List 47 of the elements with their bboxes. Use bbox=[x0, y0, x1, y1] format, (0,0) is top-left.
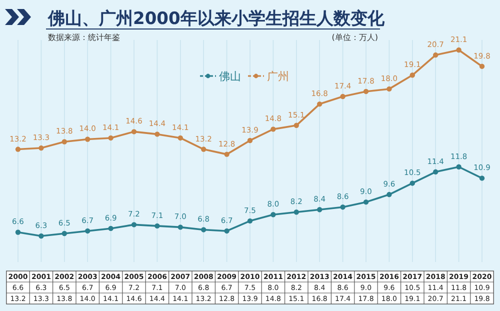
point bbox=[340, 94, 346, 100]
point bbox=[178, 135, 183, 141]
point bbox=[456, 47, 462, 53]
point bbox=[108, 135, 114, 141]
point bbox=[224, 152, 230, 157]
point bbox=[108, 226, 114, 232]
point bbox=[317, 207, 322, 212]
point bbox=[38, 145, 44, 151]
point bbox=[386, 86, 392, 92]
point bbox=[363, 199, 369, 205]
point bbox=[131, 129, 137, 134]
point bbox=[410, 180, 415, 186]
chart-title: 佛山、广州2000年以来小学生招生人数变化 bbox=[47, 9, 386, 29]
point bbox=[317, 101, 322, 107]
source-note: 数据来源：统计年鉴 bbox=[48, 33, 120, 42]
point bbox=[15, 146, 21, 152]
point bbox=[178, 224, 183, 230]
point bbox=[154, 132, 160, 137]
point bbox=[201, 227, 206, 232]
point bbox=[270, 212, 276, 218]
point bbox=[340, 204, 346, 210]
point bbox=[363, 88, 369, 94]
point bbox=[85, 228, 90, 234]
point bbox=[131, 222, 137, 228]
point bbox=[456, 164, 462, 170]
point bbox=[247, 218, 253, 224]
point bbox=[154, 223, 160, 229]
point bbox=[433, 169, 438, 175]
point bbox=[224, 228, 230, 234]
point bbox=[294, 210, 299, 215]
point bbox=[247, 138, 253, 144]
point bbox=[479, 64, 485, 69]
text: (单位：万人) bbox=[332, 33, 378, 42]
point bbox=[479, 176, 485, 181]
point bbox=[294, 122, 299, 128]
point bbox=[410, 72, 415, 78]
point bbox=[62, 230, 67, 236]
point bbox=[270, 126, 276, 132]
point bbox=[38, 233, 44, 239]
point bbox=[201, 146, 206, 152]
legend-label: 佛山 bbox=[219, 70, 241, 83]
point bbox=[62, 139, 67, 144]
point bbox=[85, 136, 90, 142]
point bbox=[433, 52, 438, 58]
legend-label: 广州 bbox=[267, 70, 289, 83]
point bbox=[15, 230, 21, 235]
point bbox=[386, 192, 392, 198]
